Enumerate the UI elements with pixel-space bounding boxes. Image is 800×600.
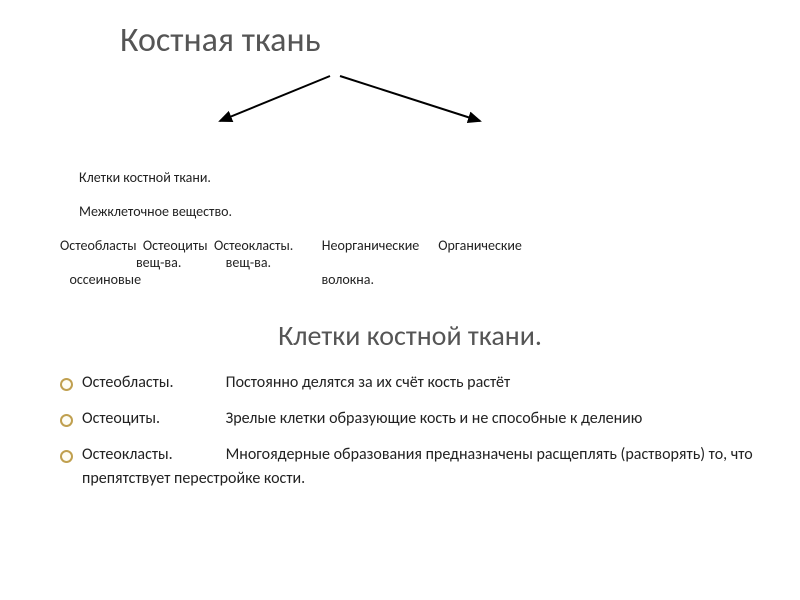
list-item: Остеоциты. Зрелые клетки образующие кост… [60,407,760,431]
tree-row-4: оссеиновые волокна. [60,271,760,288]
tree-row-1: Клетки костной ткани. Межклеточное вещес… [60,135,760,237]
list-item: Остеобласты. Постоянно делятся за их счё… [60,371,760,395]
slide: Костная ткань Клетки костной ткани. Межк… [0,0,800,523]
term: Остеобласты. [82,371,222,395]
bullet-list: Остеобласты. Постоянно делятся за их счё… [60,371,760,491]
arrow-svg [100,71,600,131]
term: Остеоциты. [82,407,222,431]
branch-left-label: Клетки костной ткани. [79,169,211,186]
section-subtitle: Клетки костной ткани. [60,318,760,353]
branch-arrows [100,71,760,131]
term: Остеокласты. [82,443,222,467]
list-item: Остеокласты. Многоядерные образования пр… [60,443,760,491]
desc: Постоянно делятся за их счёт кость растё… [226,373,511,392]
tree-row-3: вещ-ва. вещ-ва. [60,254,760,271]
desc: Зрелые клетки образующие кость и не спос… [226,409,643,428]
branch-right-label: Межклеточное вещество. [79,203,232,220]
page-title: Костная ткань [120,20,760,61]
tree-diagram: Клетки костной ткани. Межклеточное вещес… [60,135,760,288]
tree-row-2: Остеобласты Остеоциты Остеокласты. Неорг… [60,237,760,254]
